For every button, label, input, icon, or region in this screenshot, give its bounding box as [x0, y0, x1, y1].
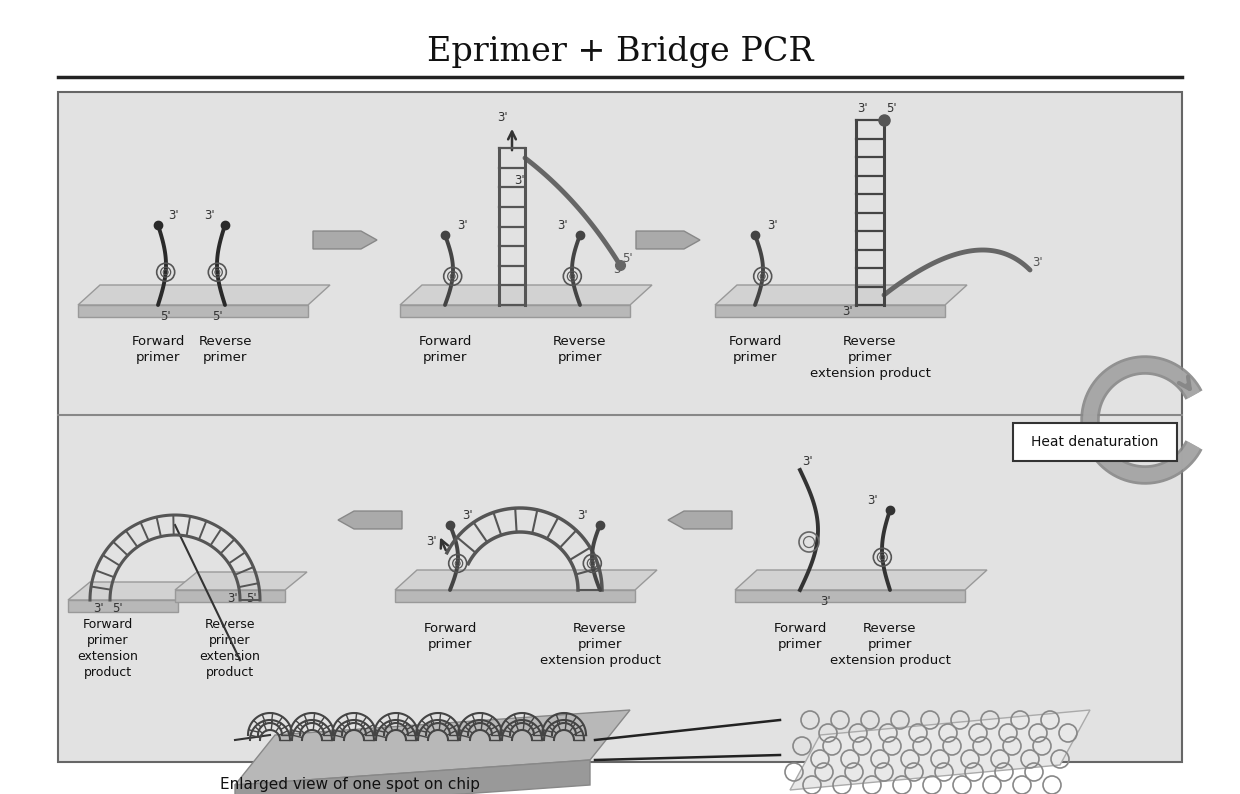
Text: Reverse
primer: Reverse primer	[553, 335, 606, 364]
Polygon shape	[236, 760, 590, 794]
Text: Heat denaturation: Heat denaturation	[1032, 435, 1158, 449]
Polygon shape	[715, 285, 967, 305]
Text: 3': 3'	[205, 209, 215, 222]
Bar	[58, 92, 1182, 762]
Polygon shape	[396, 590, 635, 602]
Text: 3': 3'	[768, 219, 777, 232]
Polygon shape	[790, 710, 1090, 790]
Text: 3': 3'	[578, 509, 588, 522]
Text: 3': 3'	[515, 174, 525, 187]
Polygon shape	[715, 305, 945, 317]
Text: Reverse
primer
extension
product: Reverse primer extension product	[200, 618, 260, 679]
Polygon shape	[68, 600, 179, 612]
Text: 5': 5'	[212, 310, 223, 323]
Text: 3': 3'	[867, 494, 878, 507]
Polygon shape	[668, 511, 732, 529]
Polygon shape	[401, 305, 630, 317]
Text: Eprimer + Bridge PCR: Eprimer + Bridge PCR	[427, 36, 813, 68]
Polygon shape	[175, 590, 285, 602]
Text: 5': 5'	[112, 602, 123, 615]
Text: Forward
primer
extension
product: Forward primer extension product	[78, 618, 139, 679]
Text: 3': 3'	[463, 509, 472, 522]
Text: 3': 3'	[802, 455, 812, 468]
Text: Forward
primer: Forward primer	[418, 335, 471, 364]
Polygon shape	[735, 590, 965, 602]
Text: 3': 3'	[557, 219, 568, 232]
Text: 5': 5'	[622, 252, 632, 264]
Text: Reverse
primer: Reverse primer	[198, 335, 252, 364]
Polygon shape	[78, 285, 330, 305]
Text: 3': 3'	[842, 305, 853, 318]
Polygon shape	[236, 710, 630, 785]
Text: 5': 5'	[246, 592, 257, 605]
Text: 5': 5'	[887, 102, 897, 115]
Polygon shape	[636, 231, 701, 249]
Text: Forward
primer: Forward primer	[774, 622, 827, 651]
Text: Reverse
primer
extension product: Reverse primer extension product	[830, 622, 950, 667]
Polygon shape	[68, 582, 200, 600]
Text: Forward
primer: Forward primer	[423, 622, 476, 651]
Polygon shape	[401, 285, 652, 305]
Polygon shape	[339, 511, 402, 529]
Polygon shape	[175, 572, 308, 590]
Text: 3': 3'	[820, 595, 831, 608]
Text: 3': 3'	[613, 263, 624, 276]
Text: 3': 3'	[497, 111, 508, 124]
Text: 3': 3'	[93, 602, 104, 615]
Text: 3': 3'	[227, 592, 238, 605]
Text: Reverse
primer
extension product: Reverse primer extension product	[539, 622, 661, 667]
Text: 5': 5'	[160, 310, 171, 323]
Text: 3': 3'	[857, 102, 868, 115]
Polygon shape	[312, 231, 377, 249]
Polygon shape	[735, 570, 987, 590]
Text: Forward
primer: Forward primer	[131, 335, 185, 364]
Text: 3': 3'	[1032, 256, 1043, 268]
Text: Reverse
primer
extension product: Reverse primer extension product	[810, 335, 930, 380]
FancyBboxPatch shape	[1013, 423, 1177, 461]
Polygon shape	[396, 570, 657, 590]
Text: 3': 3'	[167, 209, 179, 222]
Text: 3': 3'	[427, 535, 436, 548]
Polygon shape	[78, 305, 308, 317]
Text: Forward
primer: Forward primer	[728, 335, 781, 364]
Text: Enlarged view of one spot on chip: Enlarged view of one spot on chip	[219, 777, 480, 792]
Text: 3': 3'	[458, 219, 467, 232]
